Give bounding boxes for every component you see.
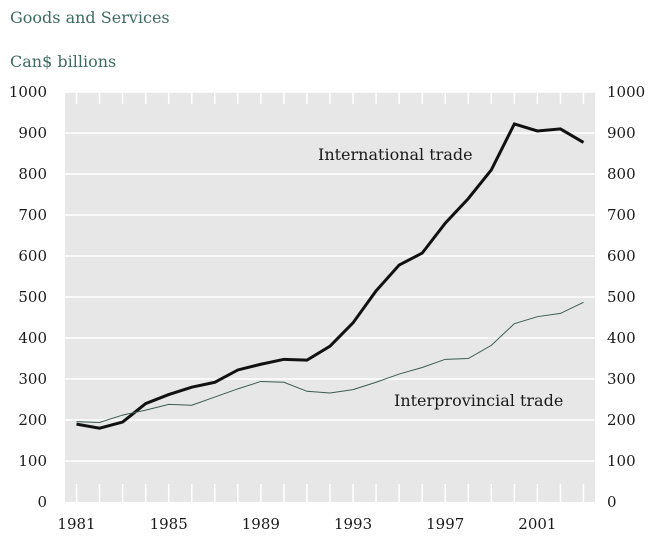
series-line-interprovincial — [76, 301, 584, 423]
y-tick-right-100: 100 — [607, 452, 636, 470]
x-tick-label-1989: 1989 — [242, 515, 280, 533]
x-tick-label-1997: 1997 — [426, 515, 464, 533]
y-tick-right-300: 300 — [607, 370, 636, 388]
y-tick-left-900: 900 — [18, 124, 47, 142]
y-tick-right-0: 0 — [607, 493, 617, 511]
x-tick-label-1981: 1981 — [57, 515, 95, 533]
y-tick-left-500: 500 — [18, 288, 47, 306]
y-tick-right-900: 900 — [607, 124, 636, 142]
y-tick-right-500: 500 — [607, 288, 636, 306]
y-tick-right-800: 800 — [607, 165, 636, 183]
y-tick-left-1000: 1000 — [9, 83, 47, 101]
y-tick-left-100: 100 — [18, 452, 47, 470]
x-tick-label-1993: 1993 — [334, 515, 372, 533]
y-tick-right-600: 600 — [607, 247, 636, 265]
y-tick-left-0: 0 — [37, 493, 47, 511]
y-tick-left-300: 300 — [18, 370, 47, 388]
series-label-interprovincial: Interprovincial trade — [394, 391, 563, 410]
y-tick-right-1000: 1000 — [607, 83, 645, 101]
y-tick-right-700: 700 — [607, 206, 636, 224]
y-tick-left-400: 400 — [18, 329, 47, 347]
y-tick-left-600: 600 — [18, 247, 47, 265]
series-label-international: International trade — [318, 145, 473, 164]
x-tick-label-2001: 2001 — [518, 515, 556, 533]
series-line-international — [76, 122, 585, 430]
y-tick-left-200: 200 — [18, 411, 47, 429]
y-tick-left-800: 800 — [18, 165, 47, 183]
y-tick-right-400: 400 — [607, 329, 636, 347]
y-tick-right-200: 200 — [607, 411, 636, 429]
unit-label: Can$ billions — [10, 52, 117, 71]
y-tick-left-700: 700 — [18, 206, 47, 224]
x-tick-label-1985: 1985 — [150, 515, 188, 533]
chart-subtitle: Goods and Services — [10, 8, 170, 27]
